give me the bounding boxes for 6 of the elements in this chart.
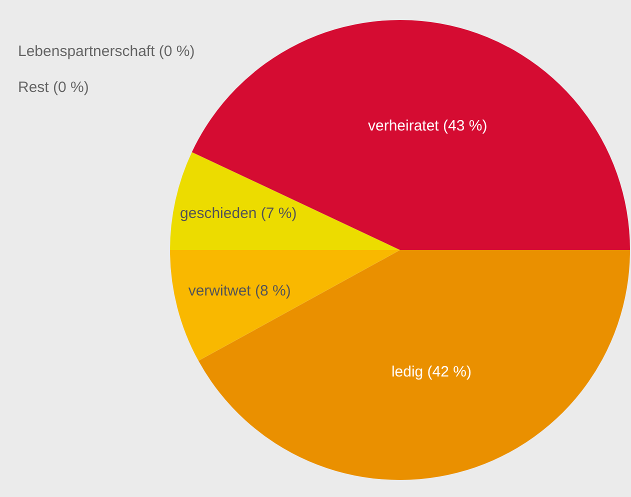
slice-label: verwitwet (8 %) bbox=[188, 282, 291, 300]
slice-label: geschieden (7 %) bbox=[180, 205, 297, 222]
slice-label: verheiratet (43 %) bbox=[368, 118, 488, 135]
slice-label: ledig (42 %) bbox=[391, 364, 472, 381]
category-label: Rest (0 %) bbox=[18, 79, 89, 96]
category-label: Lebenspartnerschaft (0 %) bbox=[18, 43, 195, 60]
